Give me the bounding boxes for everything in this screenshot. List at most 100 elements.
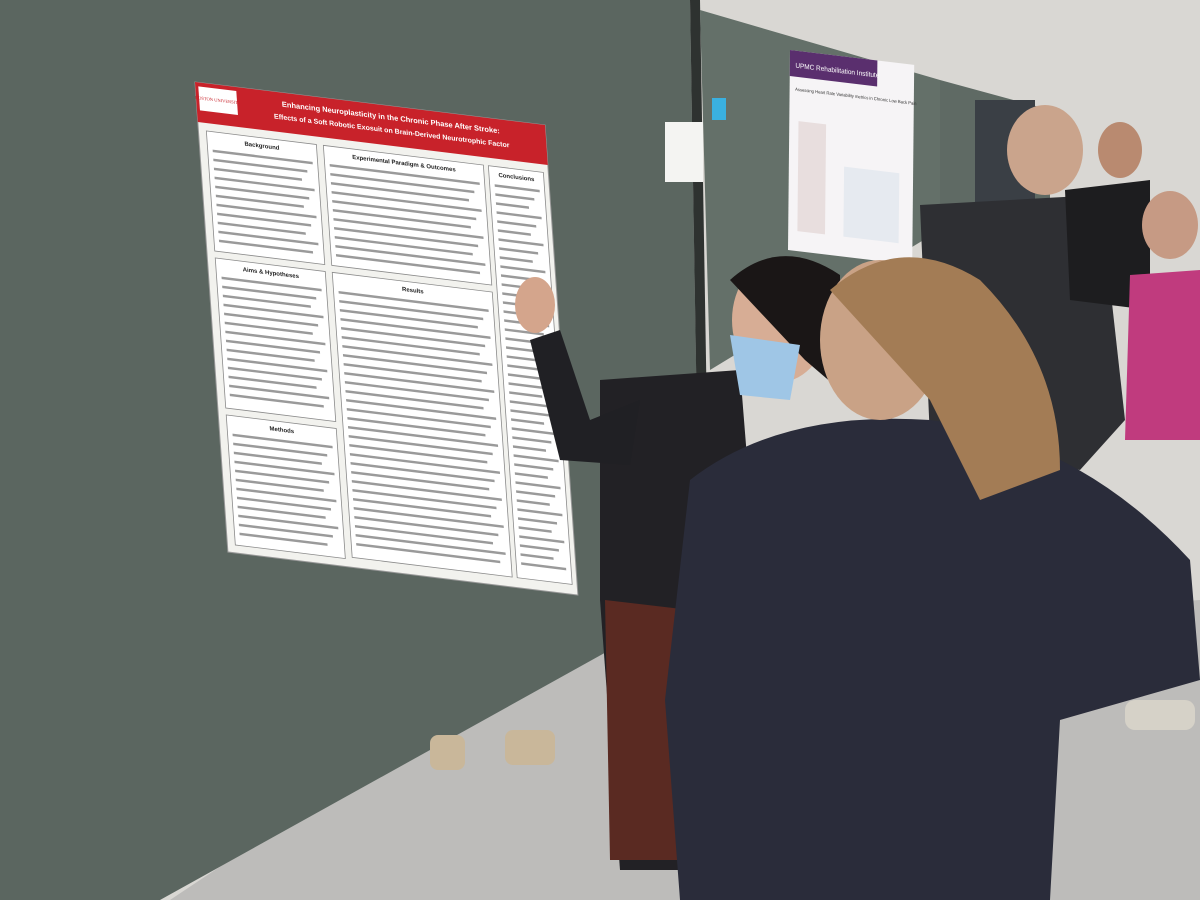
text-line — [335, 253, 481, 275]
poster-2-figure — [797, 121, 827, 235]
dark-hair — [730, 256, 840, 390]
text-line — [352, 488, 497, 510]
text-line — [335, 244, 486, 266]
poster-section-heading: Conclusions — [498, 173, 535, 183]
text-line — [217, 212, 312, 227]
text-line — [218, 230, 319, 246]
text-line — [514, 463, 554, 471]
text-line — [504, 328, 544, 336]
text-line — [505, 337, 539, 344]
text-line — [225, 339, 321, 354]
sticky-note — [712, 98, 726, 120]
text-line — [215, 185, 310, 200]
listener — [665, 257, 1200, 900]
poster-section-heading: Methods — [269, 426, 295, 435]
text-line — [509, 391, 543, 398]
raised-arm — [530, 330, 640, 465]
text-line — [347, 416, 486, 437]
text-line — [347, 425, 499, 447]
text-line — [355, 533, 506, 555]
text-line — [514, 472, 548, 479]
text-line — [500, 265, 546, 274]
text-line — [519, 535, 565, 544]
text-line — [348, 434, 493, 456]
poster-1-logo: BOSTON UNIVERSITY — [195, 95, 242, 106]
shoe — [1125, 700, 1195, 730]
text-line — [349, 443, 488, 464]
text-line — [233, 442, 328, 457]
text-line — [507, 364, 541, 371]
text-line — [229, 393, 324, 408]
text-line — [521, 562, 567, 571]
text-line — [346, 398, 497, 420]
text-line — [516, 499, 550, 506]
text-line — [233, 451, 322, 465]
text-line — [331, 190, 482, 212]
text-line — [497, 220, 537, 228]
text-line — [229, 384, 330, 400]
bald-head — [1007, 105, 1083, 195]
text-line — [238, 523, 333, 538]
text-line — [215, 194, 304, 208]
text-line — [235, 469, 330, 484]
head — [1142, 191, 1198, 259]
text-line — [354, 524, 494, 545]
text-line — [508, 382, 548, 390]
text-line — [225, 330, 326, 346]
brown-skirt — [605, 600, 690, 860]
text-line — [341, 326, 486, 348]
text-line — [339, 299, 484, 321]
text-line — [332, 199, 477, 221]
text-line — [237, 505, 326, 519]
text-line — [351, 479, 502, 501]
text-line — [239, 532, 328, 546]
text-line — [222, 285, 317, 300]
text-line — [512, 445, 547, 452]
text-line — [499, 256, 533, 263]
text-line — [498, 238, 544, 247]
shoe — [505, 730, 555, 765]
text-line — [213, 158, 308, 173]
poster-1-header-band — [195, 82, 548, 166]
text-line — [214, 176, 315, 192]
text-line — [222, 294, 311, 308]
text-line — [520, 553, 554, 560]
text-line — [217, 221, 306, 235]
text-line — [517, 508, 563, 517]
text-line — [227, 366, 322, 381]
shoe — [430, 735, 465, 770]
poster-section — [331, 271, 513, 578]
text-line — [334, 226, 479, 248]
text-line — [356, 542, 501, 564]
text-line — [499, 247, 539, 255]
poster-2: UPMC Rehabilitation Institute Assessing … — [787, 50, 917, 265]
text-line — [218, 239, 314, 254]
text-line — [497, 229, 531, 236]
face-mask — [730, 335, 800, 400]
logo-box — [198, 86, 238, 116]
poster-1: BOSTON UNIVERSITY Enhancing Neuroplastic… — [194, 81, 579, 596]
poster-section-heading: Results — [402, 287, 425, 296]
poster-2-header-band — [789, 50, 878, 87]
text-line — [344, 380, 489, 402]
text-line — [349, 452, 501, 474]
brown-hair — [830, 257, 1060, 500]
text-line — [236, 487, 337, 503]
text-line — [495, 202, 530, 209]
hand — [515, 277, 555, 333]
text-line — [495, 193, 535, 201]
text-line — [334, 235, 473, 256]
text-line — [341, 335, 480, 356]
text-line — [517, 517, 558, 525]
text-line — [238, 514, 339, 530]
text-line — [351, 470, 490, 491]
text-line — [494, 184, 540, 193]
text-line — [221, 276, 322, 292]
text-line — [216, 203, 317, 219]
text-line — [234, 460, 335, 476]
text-line — [228, 375, 317, 389]
text-line — [519, 544, 559, 552]
text-line — [511, 427, 557, 436]
